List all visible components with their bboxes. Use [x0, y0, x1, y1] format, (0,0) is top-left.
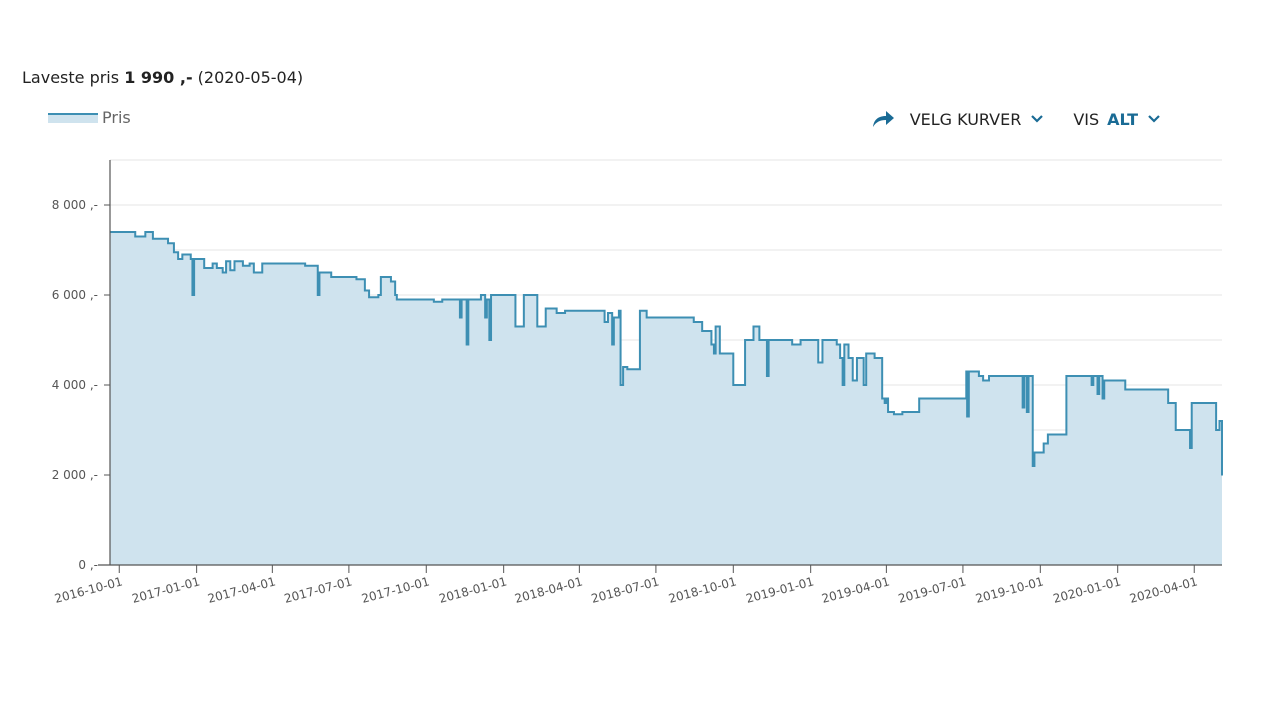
y-tick-label: 2 000 ,- [52, 468, 98, 482]
x-tick-label: 2017-01-01 [130, 574, 201, 606]
y-tick-label: 8 000 ,- [52, 198, 98, 212]
legend-swatch [48, 112, 98, 123]
x-tick-label: 2020-04-01 [1128, 574, 1199, 606]
series-line-pris [110, 231, 1223, 476]
show-value: ALT [1107, 109, 1138, 129]
lowest-price-label: Laveste pris [22, 68, 120, 87]
x-tick-label: 2017-07-01 [283, 574, 354, 606]
x-tick-label: 2018-10-01 [667, 574, 738, 606]
x-tick-label: 2019-07-01 [897, 574, 968, 606]
lowest-price-value: 1 990 ,- [124, 68, 193, 87]
x-tick-label: 2018-07-01 [590, 574, 661, 606]
select-curves-label: VELG KURVER [909, 109, 1022, 129]
x-tick-label: 2017-10-01 [360, 574, 431, 606]
x-tick-label: 2018-04-01 [513, 574, 584, 606]
show-range-dropdown[interactable]: VIS ALT [1073, 110, 1162, 129]
x-tick-label: 2019-04-01 [820, 574, 891, 606]
select-curves-button[interactable]: VELG KURVER [870, 108, 1046, 130]
y-tick-label: 0 ,- [78, 558, 98, 572]
legend-label: Pris [102, 108, 131, 127]
chevron-down-icon [1031, 115, 1044, 123]
x-tick-label: 2016-10-01 [53, 574, 124, 606]
legend-item-pris[interactable]: Pris [48, 108, 131, 127]
x-tick-label: 2017-04-01 [206, 574, 277, 606]
share-arrow-icon [872, 111, 894, 127]
x-tick-label: 2019-10-01 [974, 574, 1045, 606]
x-tick-label: 2018-01-01 [437, 574, 508, 606]
chevron-down-icon [1148, 115, 1160, 123]
y-tick-label: 6 000 ,- [52, 288, 98, 302]
x-tick-label: 2019-01-01 [744, 574, 815, 606]
chart-controls: VELG KURVER VIS ALT [870, 108, 1162, 130]
x-tick-label: 2020-01-01 [1051, 574, 1122, 606]
y-tick-label: 4 000 ,- [52, 378, 98, 392]
lowest-price-date: (2020-05-04) [197, 68, 304, 87]
show-label: VIS [1073, 109, 1100, 129]
series-area-pris [110, 232, 1222, 565]
lowest-price-headline: Laveste pris 1 990 ,- (2020-05-04) [22, 68, 303, 87]
